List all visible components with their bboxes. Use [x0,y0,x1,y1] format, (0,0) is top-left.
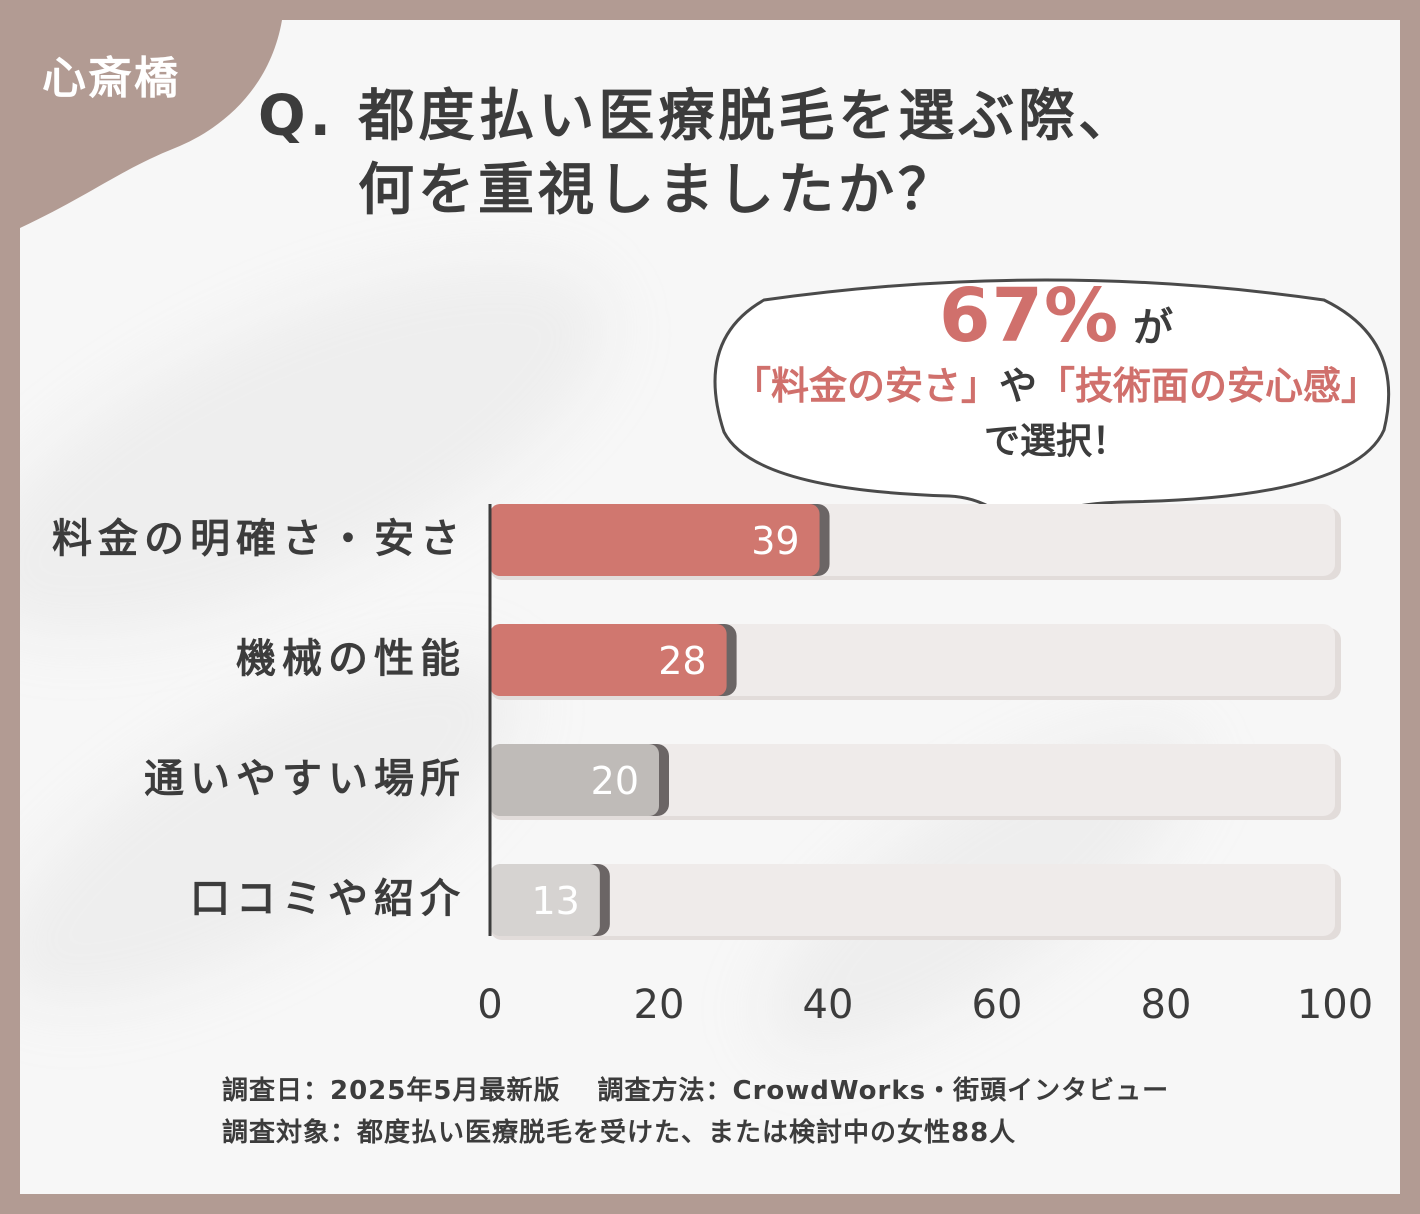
category-label: 口コミや紹介 [190,876,466,922]
location-badge: 心斎橋 [42,53,180,104]
x-tick-label: 20 [633,982,685,1028]
bar-value-label: 20 [591,759,639,803]
category-label: 通いやすい場所 [144,756,466,802]
infographic-card: 心斎橋 Q. 都度払い医療脱毛を選ぶ際、 何を重視しましたか？ 67% が 「料… [20,20,1400,1194]
bar [490,624,727,696]
bar-value-label: 28 [658,639,706,683]
x-tick-label: 40 [802,982,854,1028]
bar [490,504,820,576]
bar-chart: 39 28 20 13 [488,504,1341,940]
x-tick-label: 80 [1140,982,1192,1028]
bar-track [490,744,1335,816]
survey-footnote-1: 調査日：2025年5月最新版 調査方法：CrowdWorks・街頭インタビュー [222,1076,1170,1106]
bar-track [490,864,1335,936]
callout-text: 67% が 「料金の安さ」や「技術面の安心感」 で選択！ [720,275,1392,469]
bar [490,864,600,936]
x-tick-label: 0 [477,982,503,1028]
location-tag-shape [20,20,282,228]
callout-ya: や [998,364,1037,408]
bar [490,744,659,816]
category-label: 料金の明確さ・安さ [52,516,466,562]
chart-title: Q. 都度払い医療脱毛を選ぶ際、 何を重視しましたか？ [258,80,1138,228]
callout-ga: が [1133,305,1174,351]
callout-line-2: 「料金の安さ」や「技術面の安心感」 [720,357,1392,415]
callout-item-2: 「技術面の安心感」 [1037,364,1380,408]
category-label: 機械の性能 [236,636,466,682]
survey-footnote-2: 調査対象：都度払い医療脱毛を受けた、または検討中の女性88人 [222,1118,1017,1148]
bar-value-label: 39 [751,519,799,563]
callout-item-1: 「料金の安さ」 [732,364,999,408]
title-line-2: 何を重視しましたか？ [358,158,958,223]
callout-percent: 67% [938,273,1120,359]
x-tick-label: 100 [1296,982,1374,1028]
callout-line-1: 67% が [720,275,1392,357]
title-line-1: Q. 都度払い医療脱毛を選ぶ際、 [258,84,1139,149]
bar-value-label: 13 [531,879,579,923]
callout-line-3: で選択！ [983,421,1128,462]
x-tick-label: 60 [971,982,1023,1028]
